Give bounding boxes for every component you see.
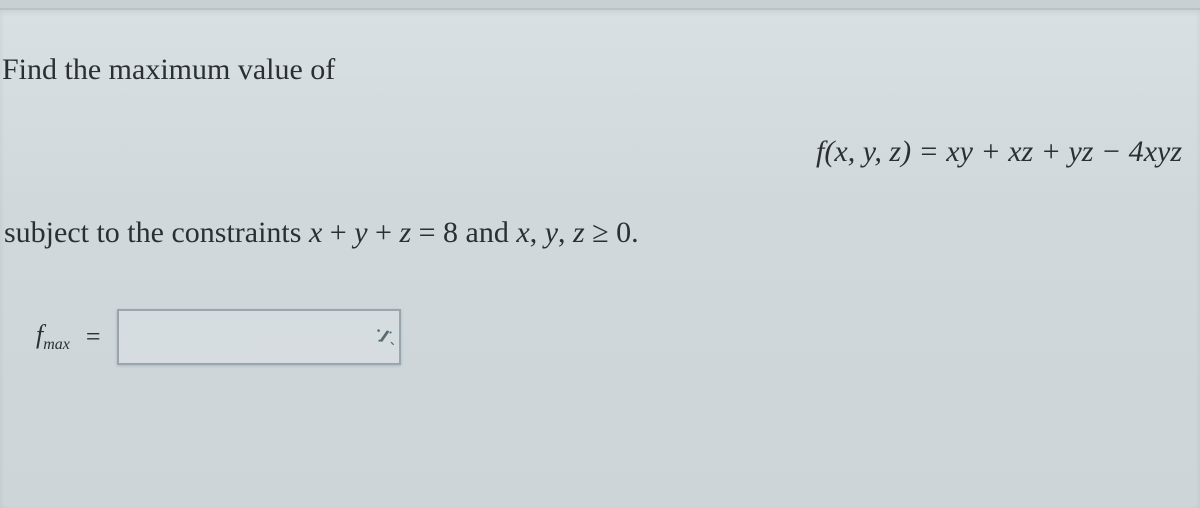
function-definition: f(x, y, z) = xy + xz + yz − 4xyz	[0, 135, 1200, 169]
constraint-prefix: subject to the constraints	[4, 216, 309, 249]
fn-symbol: f	[816, 135, 824, 168]
question-panel: Find the maximum value of f(x, y, z) = x…	[0, 8, 1200, 508]
intro-text: Find the maximum value of	[0, 50, 1200, 91]
answer-label: fmax	[36, 320, 70, 354]
equals-sign: =	[86, 322, 101, 352]
answer-field[interactable]	[119, 311, 453, 363]
answer-row: fmax =	[0, 309, 1200, 365]
answer-input[interactable]	[117, 309, 401, 365]
constraint-mid: and	[458, 216, 516, 249]
constraint-text: subject to the constraints x + y + z = 8…	[0, 213, 1200, 254]
